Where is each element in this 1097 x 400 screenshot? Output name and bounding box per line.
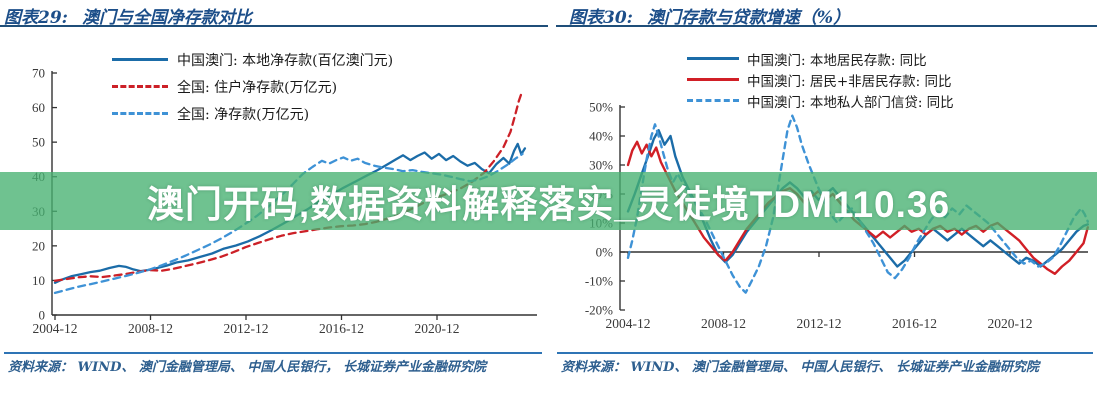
legend-label: 中国澳门: 本地净存款(百亿澳门元) bbox=[177, 52, 394, 69]
legend-label: 中国澳门: 居民+非居民存款: 同比 bbox=[747, 73, 952, 90]
legend-item: 中国澳门: 本地居民存款: 同比 bbox=[687, 48, 954, 69]
chart30-source-text: 资料来源： WIND、 澳门金融管理局、 中国人民银行、 长城证券产业金融研究院 bbox=[561, 360, 1039, 375]
y-tick-label: 0% bbox=[596, 245, 614, 260]
x-tick-label: 2020-12 bbox=[415, 321, 460, 336]
x-tick-label: 2020-12 bbox=[988, 316, 1033, 331]
chart29-title-underline bbox=[0, 25, 548, 27]
watermark-banner-text: 澳门开码,数据资料解释落实_灵徒境TDM110.36 bbox=[146, 184, 951, 225]
x-tick-label: 2012-12 bbox=[797, 316, 842, 331]
legend-label: 全国: 住户净存款(万亿元) bbox=[177, 79, 338, 96]
legend-label: 中国澳门: 本地居民存款: 同比 bbox=[747, 52, 927, 69]
legend-item: 全国: 住户净存款(万亿元) bbox=[112, 73, 393, 100]
chart29-title-prefix: 图表29: bbox=[4, 8, 68, 28]
y-tick-label: -10% bbox=[585, 274, 613, 289]
chart30-source: 资料来源： WIND、 澳门金融管理局、 中国人民银行、 长城证券产业金融研究院 bbox=[557, 352, 1093, 377]
chart30-title-text: 澳门存款与贷款增速（%） bbox=[646, 8, 851, 28]
x-tick-label: 2008-12 bbox=[128, 321, 173, 336]
chart30-legend: 中国澳门: 本地居民存款: 同比中国澳门: 居民+非居民存款: 同比 中国澳门: … bbox=[687, 48, 954, 111]
series-line bbox=[53, 152, 524, 295]
x-tick-label: 2016-12 bbox=[319, 321, 364, 336]
chart30-title-prefix: 图表30: bbox=[569, 8, 633, 28]
y-tick-label: 0 bbox=[39, 308, 46, 323]
y-tick-label: 10 bbox=[32, 273, 45, 288]
chart30-title-underline bbox=[556, 25, 1097, 27]
legend-line-sample bbox=[112, 112, 168, 115]
y-tick-label: 50 bbox=[32, 135, 45, 150]
watermark-banner: 澳门开码,数据资料解释落实_灵徒境TDM110.36 bbox=[0, 172, 1097, 230]
y-tick-label: 50% bbox=[589, 100, 613, 115]
chart29-source: 资料来源： WIND、 澳门金融管理局、 中国人民银行， 长城证券产业金融研究院 bbox=[4, 352, 542, 377]
legend-item: 中国澳门: 居民+非居民存款: 同比 bbox=[687, 69, 954, 90]
legend-item: 中国澳门: 本地净存款(百亿澳门元) bbox=[112, 46, 393, 73]
y-tick-label: 70 bbox=[32, 66, 45, 81]
legend-label: 中国澳门: 本地私人部门信贷: 同比 bbox=[747, 94, 954, 111]
chart30-title: 图表30: 澳门存款与贷款增速（%） bbox=[569, 3, 850, 28]
legend-line-sample bbox=[112, 85, 168, 88]
legend-line-sample bbox=[112, 58, 168, 61]
legend-label: 全国: 净存款(万亿元) bbox=[177, 106, 310, 123]
x-tick-label: 2008-12 bbox=[701, 316, 746, 331]
chart29-source-text: 资料来源： WIND、 澳门金融管理局、 中国人民银行， 长城证券产业金融研究院 bbox=[8, 360, 486, 375]
y-tick-label: -20% bbox=[585, 303, 613, 318]
chart30-column: 图表30:澳门存款与贷款增速（%） -20%-10%0%10%20%30%40%… bbox=[549, 0, 1097, 400]
y-tick-label: 60 bbox=[32, 100, 45, 115]
y-tick-label: 30% bbox=[589, 158, 613, 173]
x-tick-label: 2012-12 bbox=[224, 321, 269, 336]
x-tick-label: 2016-12 bbox=[892, 316, 937, 331]
x-tick-label: 2004-12 bbox=[33, 321, 78, 336]
legend-line-sample bbox=[687, 57, 739, 60]
legend-line-sample bbox=[687, 99, 739, 102]
chart29-title-text: 澳门与全国净存款对比 bbox=[81, 8, 252, 28]
x-tick-label: 2004-12 bbox=[606, 316, 651, 331]
legend-line-sample bbox=[687, 78, 739, 81]
legend-item: 中国澳门: 本地私人部门信贷: 同比 bbox=[687, 90, 954, 111]
chart29-title: 图表29: 澳门与全国净存款对比 bbox=[4, 3, 252, 28]
series-line bbox=[626, 114, 1089, 294]
y-tick-label: 40% bbox=[589, 129, 613, 144]
legend-item: 全国: 净存款(万亿元) bbox=[112, 100, 393, 127]
chart29-legend: 中国澳门: 本地净存款(百亿澳门元) 全国: 住户净存款(万亿元) 全国: 净存款(… bbox=[112, 46, 393, 127]
y-tick-label: 20 bbox=[32, 238, 45, 253]
